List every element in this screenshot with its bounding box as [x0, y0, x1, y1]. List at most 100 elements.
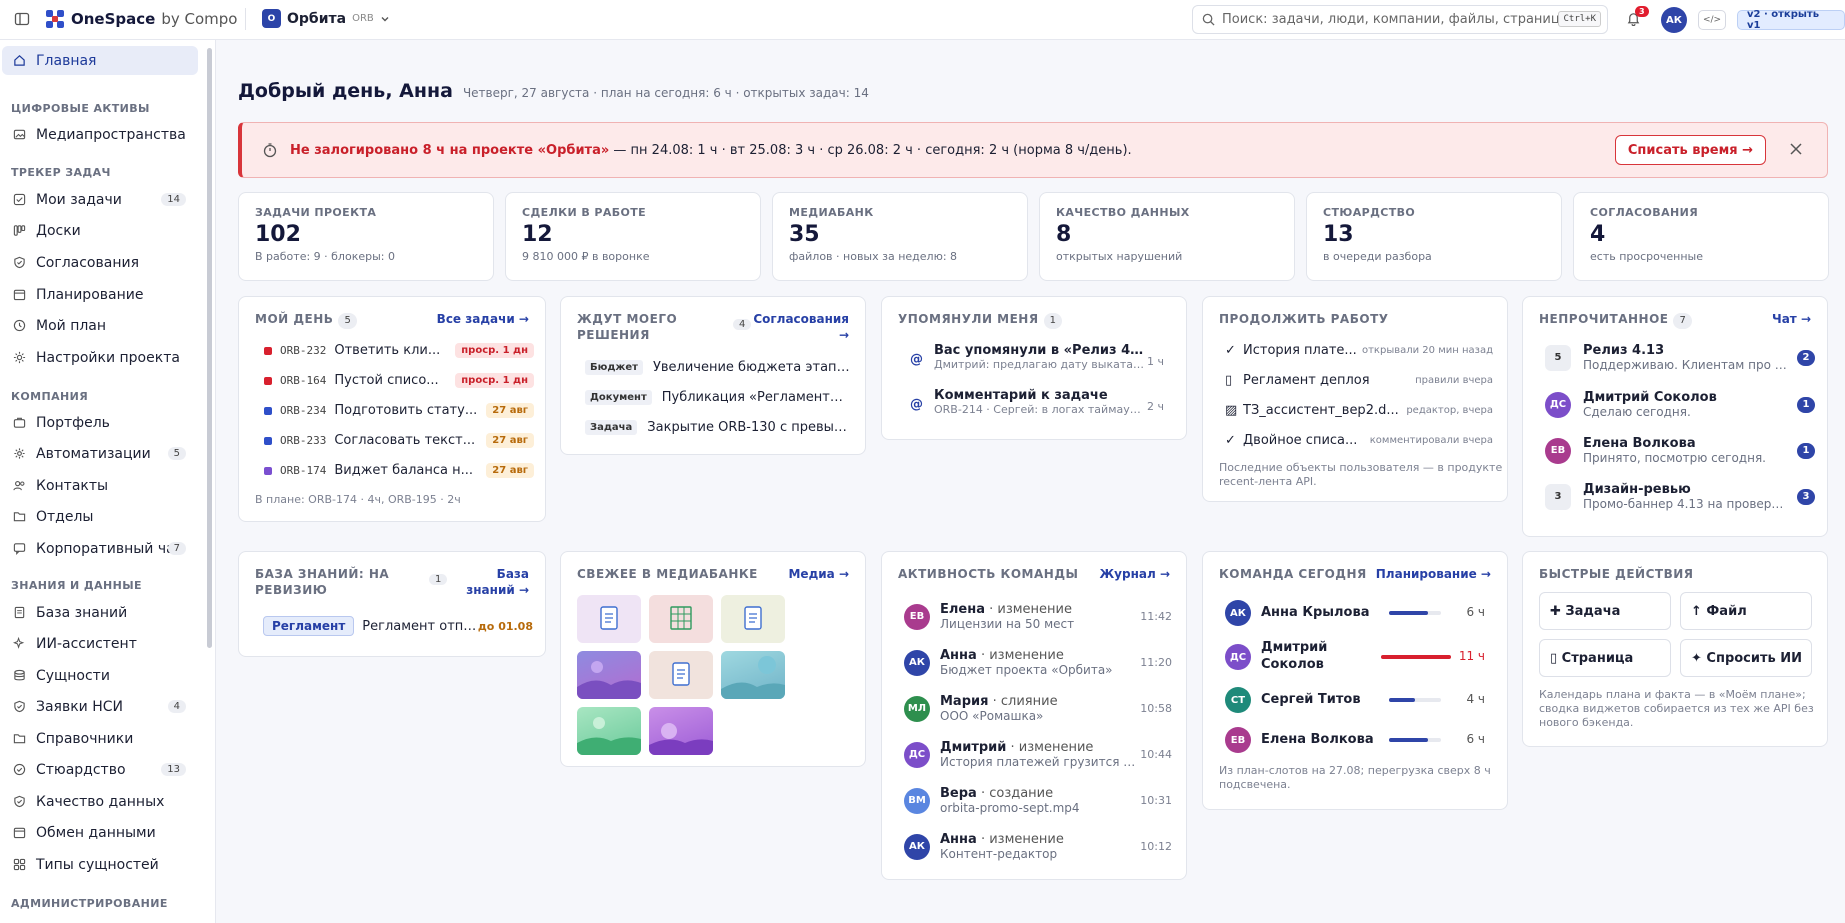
activity-item[interactable]: ЕВ Елена · изменение Лицензии на 50 мест 11…: [904, 602, 1172, 631]
decision-row[interactable]: Задача Закрытие ORB-130 с превыше...: [585, 420, 850, 435]
sidebar-item-data-exchange[interactable]: Обмен данными: [2, 818, 198, 847]
sidebar-item-entity-types[interactable]: Типы сущностей: [2, 850, 198, 879]
activity-item[interactable]: МЛ Мария · слияние ООО «Ромашка» 10:58: [904, 694, 1172, 723]
media-thumb-image[interactable]: [721, 651, 785, 699]
sidebar-item-nsi-requests[interactable]: Заявки НСИ 4: [2, 692, 198, 721]
recent-item[interactable]: ✓ Двойное списа... комментировали вчера: [1225, 433, 1493, 448]
widget-team-activity: АКТИВНОСТЬ КОМАНДЫ Журнал → ЕВ Елена · из…: [881, 551, 1187, 880]
log-time-button[interactable]: Списать время →: [1614, 135, 1766, 165]
task-row[interactable]: ORB-233 Согласовать текст... 27 авг: [264, 433, 534, 448]
mention-item[interactable]: Вас упомянули в «Релиз 4.13» Дмитрий: пре…: [934, 343, 1144, 371]
activity-item[interactable]: ДС Дмитрий · изменение История платежей гр…: [904, 740, 1172, 769]
media-thumb-image[interactable]: [649, 707, 713, 755]
task-row[interactable]: ORB-232 Ответить кли... проср. 1 дн: [264, 343, 534, 358]
upload-file-button[interactable]: ↑ Файл: [1680, 592, 1812, 630]
sidebar-item-my-tasks[interactable]: Мои задачи 14: [2, 185, 198, 214]
decision-title: Увеличение бюджета этапа «...: [652, 360, 850, 375]
sidebar-item-approvals[interactable]: Согласования: [2, 248, 198, 277]
search-input[interactable]: Поиск: задачи, люди, компании, файлы, ст…: [1192, 5, 1608, 34]
decision-row[interactable]: Бюджет Увеличение бюджета этапа «...: [585, 360, 850, 375]
media-thumb-document[interactable]: [649, 651, 713, 699]
sidebar-item-portfolio[interactable]: Портфель: [2, 408, 198, 437]
activity-item[interactable]: АК Анна · изменение Контент-редактор 10:12: [904, 832, 1172, 861]
sidebar-item-label: Настройки проекта: [36, 349, 180, 366]
media-thumb-image[interactable]: [577, 651, 641, 699]
check-circle-icon: [13, 763, 26, 776]
widget-mentions: УПОМЯНУЛИ МЕНЯ 1 @ Вас упомянули в «Релиз…: [881, 296, 1187, 440]
notifications-button[interactable]: 3: [1626, 6, 1649, 31]
recent-item[interactable]: ▯ Регламент деплоя правили вчера: [1225, 373, 1493, 388]
mention-snippet: ORB-214 · Сергей: в логах таймаут о...: [934, 403, 1144, 416]
task-row[interactable]: ORB-234 Подготовить стату... 27 авг: [264, 403, 534, 418]
kpi-mediabank[interactable]: МЕДИАБАНК 35 файлов · новых за неделю: 8: [772, 192, 1028, 281]
chat-item[interactable]: ДС Дмитрий Соколов Сделаю сегодня. 1: [1545, 390, 1815, 419]
gear-icon: [13, 351, 26, 364]
sidebar-item-project-settings[interactable]: Настройки проекта: [2, 343, 198, 372]
briefcase-icon: [13, 416, 26, 429]
sidebar-item-corporate-chat[interactable]: Корпоративный чат 7: [2, 534, 198, 563]
recent-item[interactable]: ✓ История плате... открывали 20 мин назад: [1225, 343, 1493, 358]
chat-link[interactable]: Чат →: [1772, 312, 1811, 326]
knowledge-base-link[interactable]: База знаний →: [466, 567, 529, 597]
media-thumb-image[interactable]: [577, 707, 641, 755]
approvals-link[interactable]: Согласования →: [753, 312, 849, 342]
kpi-label: КАЧЕСТВО ДАННЫХ: [1056, 206, 1190, 219]
task-row[interactable]: ORB-174 Виджет баланса н... 27 авг: [264, 463, 534, 478]
chat-preview: Принято, посмотрю сегодня.: [1583, 451, 1766, 465]
chat-item[interactable]: 5 Релиз 4.13 Поддерживаю. Клиентам про с..…: [1545, 343, 1815, 372]
kpi-deals[interactable]: СДЕЛКИ В РАБОТЕ 12 9 810 000 ₽ в воронке: [505, 192, 761, 281]
decision-row[interactable]: Документ Публикация «Регламента о...: [585, 390, 850, 405]
chat-item[interactable]: ЕВ Елена Волкова Принято, посмотрю сегодня…: [1545, 436, 1815, 465]
activity-item[interactable]: АК Анна · изменение Бюджет проекта «Орбита…: [904, 648, 1172, 677]
search-placeholder: Поиск: задачи, люди, компании, файлы, ст…: [1222, 12, 1560, 27]
member-name[interactable]: Анна Крылова: [1261, 605, 1370, 620]
sidebar-toggle-icon[interactable]: [14, 11, 32, 29]
version-switch-button[interactable]: v2 · открыть v1: [1737, 9, 1845, 31]
sidebar-item-boards[interactable]: Доски: [2, 216, 198, 245]
mention-item[interactable]: Комментарий к задаче ORB-214 · Сергей: в …: [934, 388, 1144, 416]
brand-logo[interactable]: OneSpace by Compo: [45, 9, 237, 29]
create-page-button[interactable]: ▯ Страница: [1539, 639, 1671, 677]
planning-link[interactable]: Планирование →: [1375, 567, 1491, 581]
sidebar-item-home[interactable]: Главная: [2, 46, 198, 75]
media-link[interactable]: Медиа →: [788, 567, 849, 581]
code-view-button[interactable]: </>: [1698, 10, 1726, 30]
activity-item[interactable]: ВМ Вера · создание orbita-promo-sept.mp4 10…: [904, 786, 1172, 815]
sidebar-item-planning[interactable]: Планирование: [2, 280, 198, 309]
sidebar-item-media[interactable]: Медиапространства: [2, 120, 198, 149]
media-thumb-document[interactable]: [721, 595, 785, 643]
member-name[interactable]: Сергей Титов: [1261, 692, 1361, 707]
sidebar-item-reference-books[interactable]: Справочники: [2, 724, 198, 753]
kpi-project-tasks[interactable]: ЗАДАЧИ ПРОЕКТА 102 В работе: 9 · блокеры: …: [238, 192, 494, 281]
project-switcher[interactable]: О Орбита ORB: [262, 9, 390, 28]
sidebar-item-label: База знаний: [36, 604, 128, 621]
kpi-data-quality[interactable]: КАЧЕСТВО ДАННЫХ 8 открытых нарушений: [1039, 192, 1295, 281]
kpi-stewardship[interactable]: СТЮАРДСТВО 13 в очереди разбора: [1306, 192, 1562, 281]
media-thumb-document[interactable]: [577, 595, 641, 643]
sidebar-item-knowledge-base[interactable]: База знаний: [2, 598, 198, 627]
sidebar-item-my-plan[interactable]: Мой план: [2, 311, 198, 340]
member-name[interactable]: Дмитрий Соколов: [1261, 640, 1328, 672]
sidebar-item-ai-assistant[interactable]: ИИ-ассистент: [2, 629, 198, 658]
chat-item[interactable]: 3 Дизайн-ревью Промо-баннер 4.13 на провер…: [1545, 482, 1815, 511]
close-icon[interactable]: [1789, 142, 1803, 156]
member-name[interactable]: Елена Волкова: [1261, 732, 1374, 747]
sidebar-item-entities[interactable]: Сущности: [2, 661, 198, 690]
sidebar-item-contacts[interactable]: Контакты: [2, 471, 198, 500]
recent-item[interactable]: ▨ ТЗ_ассистент_вер2.d... редактор, вчера: [1225, 403, 1493, 418]
journal-link[interactable]: Журнал →: [1099, 567, 1170, 581]
sidebar-scrollbar[interactable]: [207, 48, 212, 648]
sidebar-item-data-quality[interactable]: Качество данных: [2, 787, 198, 816]
time-logging-alert: Не залогировано 8 ч на проекте «Орбита» …: [238, 122, 1828, 178]
all-tasks-link[interactable]: Все задачи →: [436, 312, 529, 326]
sidebar-item-automations[interactable]: Автоматизации 5: [2, 439, 198, 468]
sidebar-item-departments[interactable]: Отделы: [2, 502, 198, 531]
kpi-approvals[interactable]: СОГЛАСОВАНИЯ 4 есть просроченные: [1573, 192, 1829, 281]
media-thumb-spreadsheet[interactable]: [649, 595, 713, 643]
sidebar-item-stewardship[interactable]: Стюардство 13: [2, 755, 198, 784]
task-row[interactable]: ORB-164 Пустой списо... проср. 1 дн: [264, 373, 534, 388]
user-avatar[interactable]: АК: [1661, 7, 1687, 33]
review-item[interactable]: Регламент Регламент отпу... до 01.08: [263, 616, 533, 636]
create-task-button[interactable]: ✚ Задача: [1539, 592, 1671, 630]
ask-ai-button[interactable]: ✦ Спросить ИИ: [1680, 639, 1812, 677]
